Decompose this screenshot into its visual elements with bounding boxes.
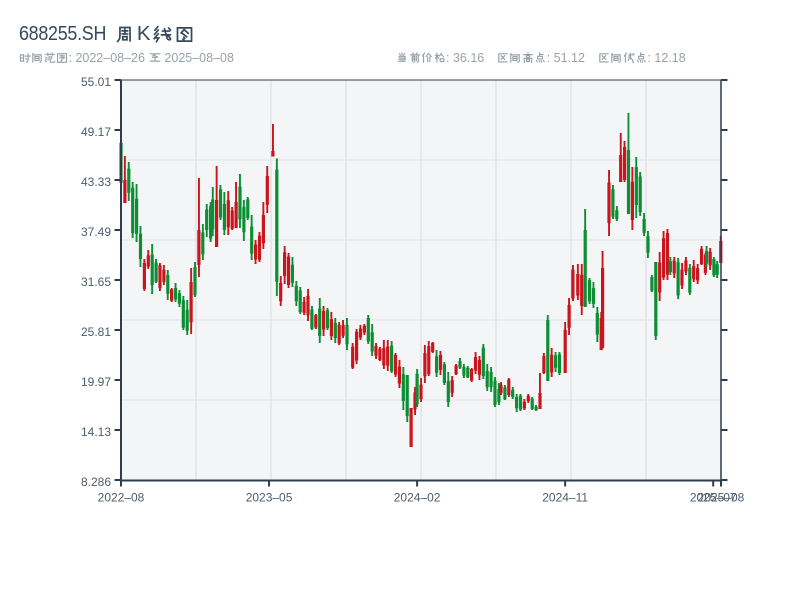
svg-text:37.49: 37.49 <box>81 225 111 239</box>
svg-text:2024–02: 2024–02 <box>394 491 441 505</box>
svg-text:31.65: 31.65 <box>81 275 111 289</box>
svg-text:2025–08: 2025–08 <box>698 491 745 505</box>
svg-text:2022–08: 2022–08 <box>98 491 145 505</box>
svg-text:14.13: 14.13 <box>81 425 111 439</box>
svg-text:2025–07: 2025–07 <box>690 491 737 505</box>
svg-text:25.81: 25.81 <box>81 325 111 339</box>
svg-text:43.33: 43.33 <box>81 175 111 189</box>
svg-text:55.01: 55.01 <box>81 75 111 89</box>
svg-text:2024–11: 2024–11 <box>542 491 588 505</box>
svg-text:8.286: 8.286 <box>81 475 111 489</box>
svg-text:2023–05: 2023–05 <box>246 491 293 505</box>
svg-text:49.17: 49.17 <box>81 125 111 139</box>
svg-text:19.97: 19.97 <box>81 375 111 389</box>
